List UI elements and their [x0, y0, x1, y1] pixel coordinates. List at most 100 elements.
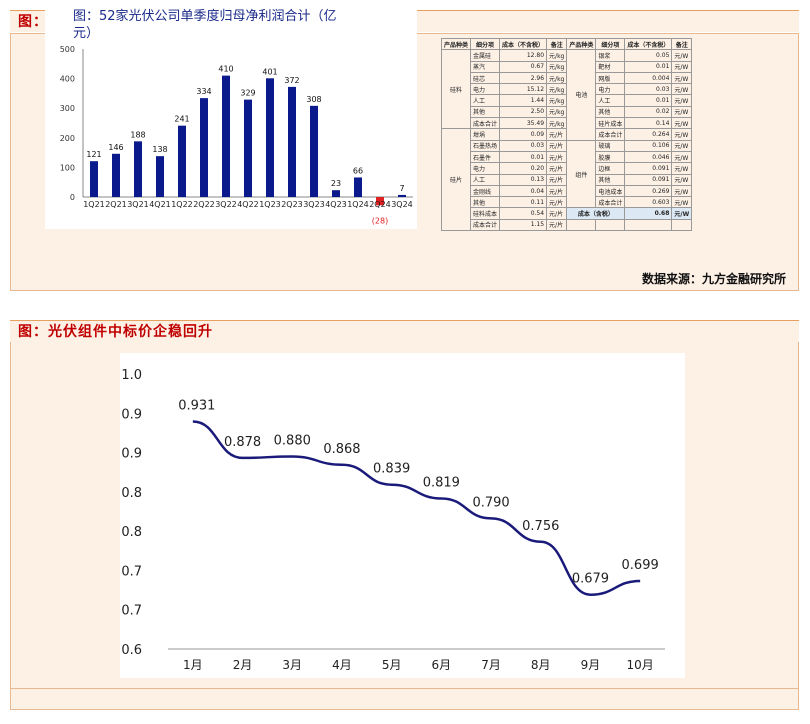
bar-value-label: (28) [372, 216, 388, 225]
y-tick-label: 0.8 [121, 525, 142, 540]
bar [354, 177, 362, 197]
table-row: 电力 15.12 元/kg 电力 0.03 元/W [442, 83, 693, 96]
table-cell: 元/W [671, 105, 693, 119]
bar-value-label: 138 [152, 145, 167, 154]
table-cell: 0.05 [624, 49, 673, 62]
point-value-label: 0.679 [572, 572, 609, 587]
table-cell: 15.12 [499, 83, 548, 96]
table-cell: 1.44 [499, 94, 548, 107]
x-tick-label: 1Q21 [83, 200, 105, 209]
y-tick-label: 0.7 [121, 564, 142, 579]
bar-value-label: 121 [86, 150, 101, 159]
y-tick-label: 0 [70, 193, 75, 202]
bar-chart-title-line2: 元） [73, 26, 100, 41]
point-value-label: 0.699 [622, 558, 659, 573]
table-header-cell: 产品种类 [440, 37, 472, 51]
table-cell: 0.106 [624, 139, 673, 152]
table-cell: 成本合计 [595, 196, 626, 209]
table-cell: 金刚线 [470, 184, 501, 198]
bar-value-label: 146 [108, 143, 123, 152]
table-cell: 0.04 [499, 184, 548, 198]
table-cell: 元/W [671, 60, 693, 73]
table-cell: 元/片 [546, 196, 568, 209]
panel2-footer [10, 688, 799, 710]
table-cell: 1.15 [499, 218, 548, 232]
table-cell: 元/kg [546, 49, 568, 62]
bar [112, 153, 120, 197]
table-cell: 元/片 [546, 207, 568, 220]
table-cell: 0.02 [624, 105, 673, 119]
table-cell: 12.80 [499, 49, 548, 62]
table-cell: 0.03 [624, 83, 673, 96]
x-tick-label: 9月 [581, 658, 601, 672]
table-cell: 电池成本 [595, 184, 626, 198]
table-cell: 人工 [470, 94, 501, 107]
table-cell: 元/片 [546, 218, 568, 232]
table-cell: 坩埚 [470, 128, 501, 141]
table-row: 蒸汽 0.67 元/kg 靶材 0.01 元/W [442, 60, 693, 73]
bar [244, 99, 252, 197]
table-cell: 成本合计 [470, 218, 501, 232]
bar-value-label: 188 [130, 130, 145, 139]
table-cell: 硅片成本 [595, 117, 626, 130]
table-cell: 元/W [671, 184, 693, 198]
table-cell: 元/W [671, 71, 693, 85]
bar [398, 194, 406, 197]
bar [90, 161, 98, 197]
table-row: 人工 0.13 元/片 其他 0.091 元/W [442, 173, 693, 186]
table-cell: 元/kg [546, 71, 568, 85]
y-tick-label: 300 [60, 104, 75, 113]
table-cell: 0.20 [499, 162, 548, 175]
x-tick-label: 2月 [233, 658, 253, 672]
table-cell: 其他 [470, 105, 501, 119]
bar [266, 78, 274, 197]
table-header-cell: 成本（不含税） [499, 37, 548, 51]
bar-value-label: 23 [331, 179, 341, 188]
bar-value-label: 7 [399, 184, 404, 193]
table-cell: 元/W [671, 94, 693, 107]
table-group-cell: 组件 [566, 139, 597, 209]
y-tick-label: 1.0 [121, 368, 142, 383]
table-row: 成本合计 1.15 元/片 [442, 218, 693, 232]
table-cell: 0.004 [624, 71, 673, 85]
table-header-cell: 产品种类 [566, 37, 597, 51]
bar [288, 86, 296, 197]
table-cell: 0.264 [624, 128, 673, 141]
table-total-value: 0.68 [624, 207, 673, 220]
bar-value-label: 308 [306, 95, 321, 104]
table-header-cell: 细分项 [470, 37, 501, 51]
x-tick-label: 1月 [183, 658, 203, 672]
table-row: 金刚线 0.04 元/片 电池成本 0.269 元/W [442, 184, 693, 198]
table-cell: 2.96 [499, 71, 548, 85]
bar [178, 125, 186, 197]
table-group-cell: 电池 [566, 49, 597, 141]
x-tick-label: 2Q23 [281, 200, 303, 209]
bar-value-label: 372 [284, 76, 299, 85]
table-cell: 元/W [671, 49, 693, 62]
bar-value-label: 334 [196, 87, 211, 96]
table-row: 成本合计 35.49 元/kg 硅片成本 0.14 元/W [442, 117, 693, 130]
table-cell: 硅芯 [470, 71, 501, 85]
table-cell: 0.03 [499, 139, 548, 152]
x-tick-label: 1Q24 [347, 200, 369, 209]
table-cell: 元/W [671, 162, 693, 175]
bar-value-label: 329 [240, 89, 255, 98]
table-cell: 0.13 [499, 173, 548, 186]
table-cell: 石墨热场 [470, 139, 501, 152]
table-cell: 网版 [595, 71, 626, 85]
table-cell: 0.01 [624, 60, 673, 73]
bar [332, 190, 340, 197]
y-tick-label: 100 [60, 163, 75, 172]
table-cell: 元/片 [546, 184, 568, 198]
table-empty-cell [624, 218, 673, 232]
table-cell: 0.11 [499, 196, 548, 209]
panel2-title: 图：光伏组件中标价企稳回升 [10, 320, 799, 342]
line-chart-svg: 0.6 0.7 0.7 0.8 0.8 0.9 0.9 1.0 0.931 1月 0.878 2月 0.… [121, 368, 665, 672]
x-tick-label: 3Q22 [215, 200, 237, 209]
table-group-cell: 硅片 [440, 128, 472, 232]
table-cell: 其他 [595, 105, 626, 119]
table-cell: 成本合计 [470, 117, 501, 130]
table-cell: 0.269 [624, 184, 673, 198]
table-group-cell: 硅料 [440, 49, 472, 130]
price-line [192, 420, 641, 596]
